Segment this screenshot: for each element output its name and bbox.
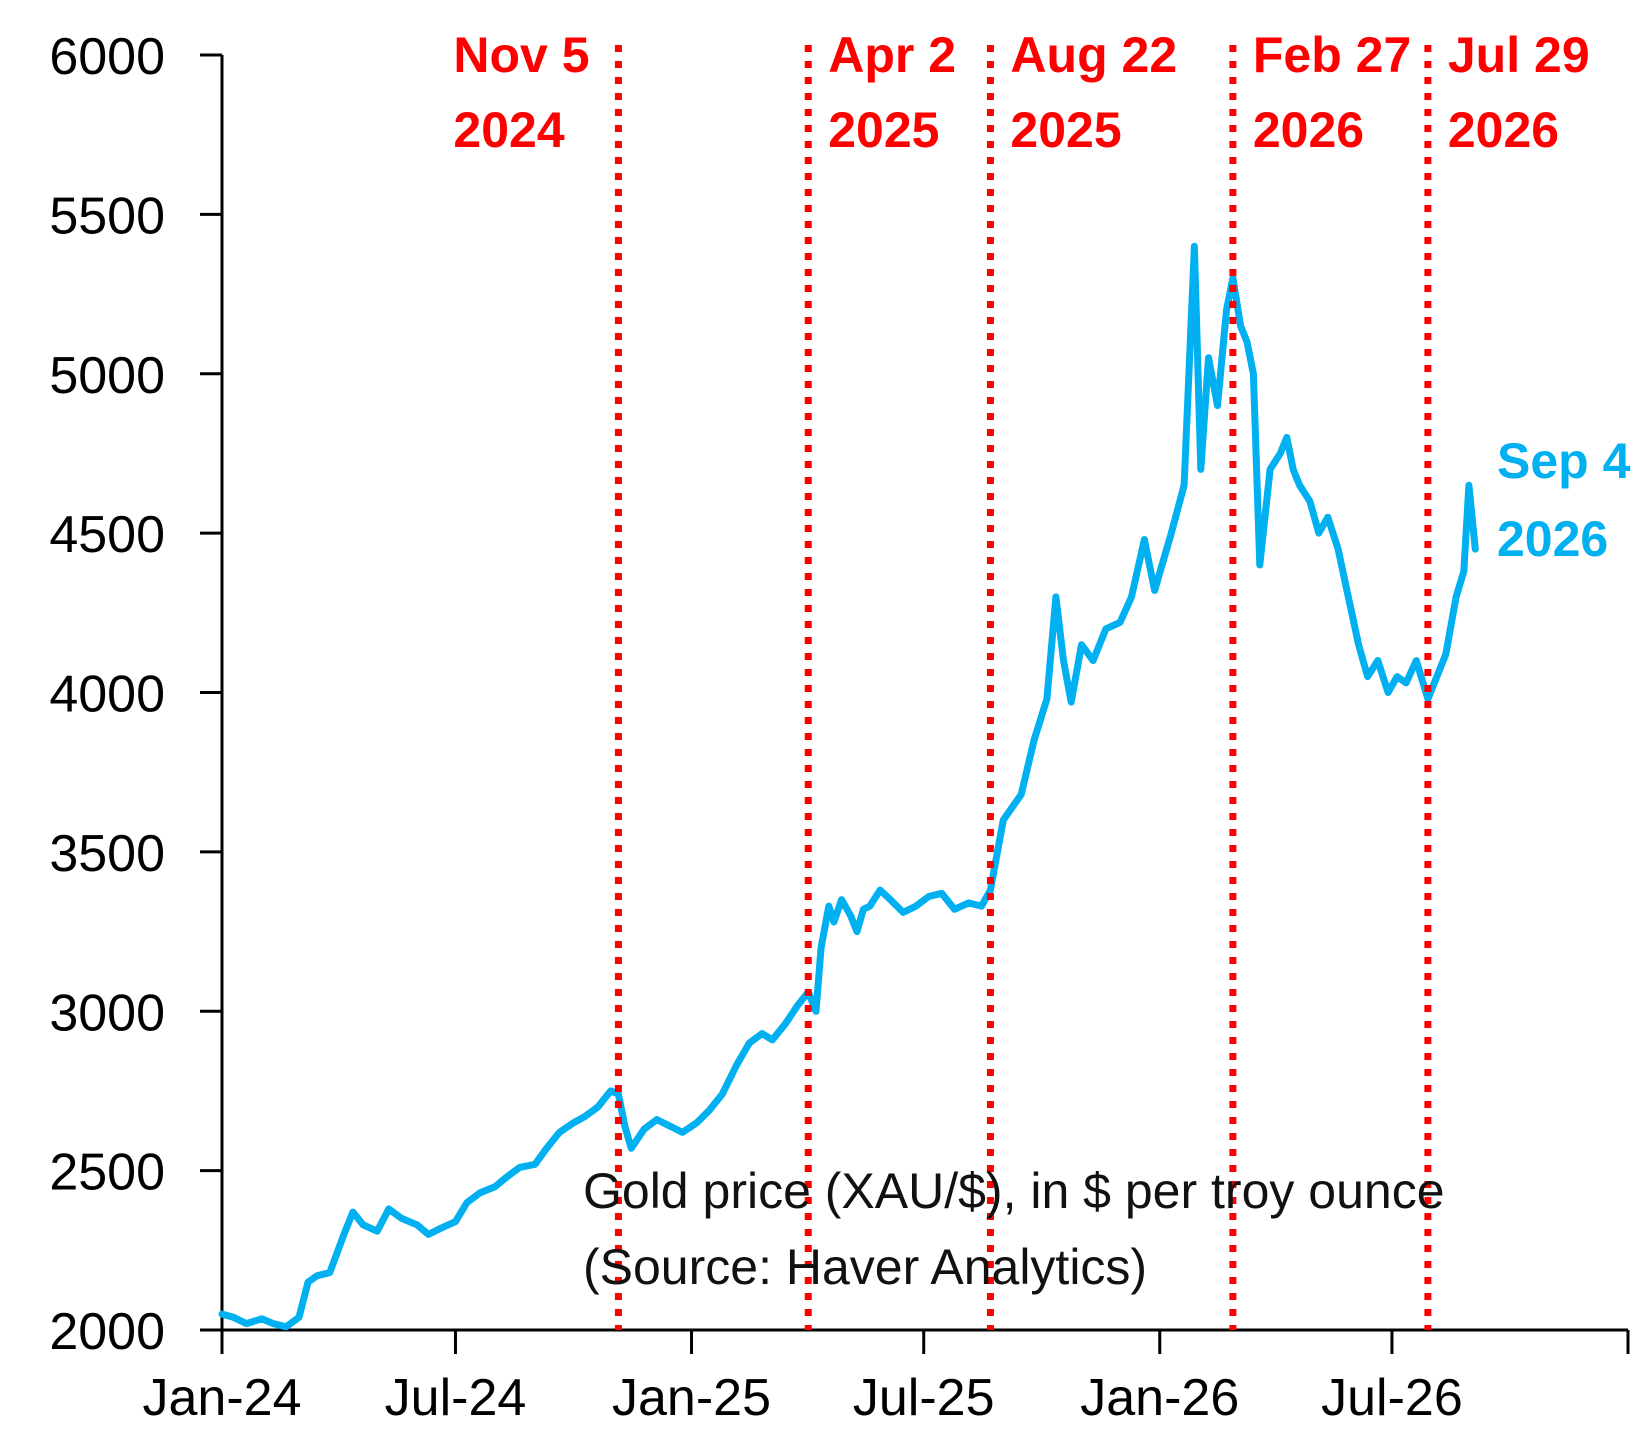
gold-price-line	[218, 242, 1479, 1331]
y-axis: 2000 2500 3000 3500 4000 4500 5000 5500 6000	[49, 28, 224, 1361]
event-label-line-2: 2025	[828, 102, 939, 158]
y-tick-label: 3000	[49, 984, 165, 1042]
y-tick-label: 5500	[49, 187, 165, 245]
y-tick-label: 4000	[49, 666, 165, 724]
event-markers: Nov 5 2024 Apr 2 2025 Aug 22 2025 Feb 27 2026 Ju…	[453, 27, 1590, 1330]
chart-note-line-2: (Source: Haver Analytics)	[583, 1239, 1147, 1295]
event-label-line-2: 2024	[453, 102, 564, 158]
x-tick-label: Jan-24	[143, 1369, 302, 1427]
event-label-line-1: Jul 29	[1448, 27, 1590, 83]
event-label-line-2: 2026	[1253, 102, 1364, 158]
y-tick-label: 2000	[49, 1303, 165, 1361]
x-tick-label: Jul-25	[853, 1369, 995, 1427]
event-label-line-1: Feb 27	[1253, 27, 1411, 83]
y-tick-label: 4500	[49, 506, 165, 564]
event-label-line-2: 2025	[1010, 102, 1121, 158]
series-end-label-line-2: 2026	[1497, 511, 1608, 567]
x-tick-label: Jan-25	[612, 1369, 771, 1427]
x-axis: Jan-24 Jul-24 Jan-25 Jul-25 Jan-26 Jul-26	[143, 1328, 1630, 1427]
x-tick-label: Jul-24	[385, 1369, 527, 1427]
event-label-line-1: Nov 5	[453, 27, 589, 83]
x-tick-label: Jan-26	[1080, 1369, 1239, 1427]
event-label-line-1: Aug 22	[1010, 27, 1177, 83]
y-tick-label: 6000	[49, 28, 165, 86]
series-layer	[218, 242, 1479, 1331]
event-label-line-1: Apr 2	[828, 27, 956, 83]
y-tick-label: 5000	[49, 347, 165, 405]
y-tick-label: 2500	[49, 1144, 165, 1202]
annotation-layer: Gold price (XAU/$), in $ per troy ounce …	[583, 433, 1631, 1295]
chart-note-line-1: Gold price (XAU/$), in $ per troy ounce	[583, 1163, 1445, 1219]
y-tick-label: 3500	[49, 825, 165, 883]
x-tick-label: Jul-26	[1321, 1369, 1463, 1427]
event-label-line-2: 2026	[1448, 102, 1559, 158]
series-end-label-line-1: Sep 4	[1497, 433, 1631, 489]
